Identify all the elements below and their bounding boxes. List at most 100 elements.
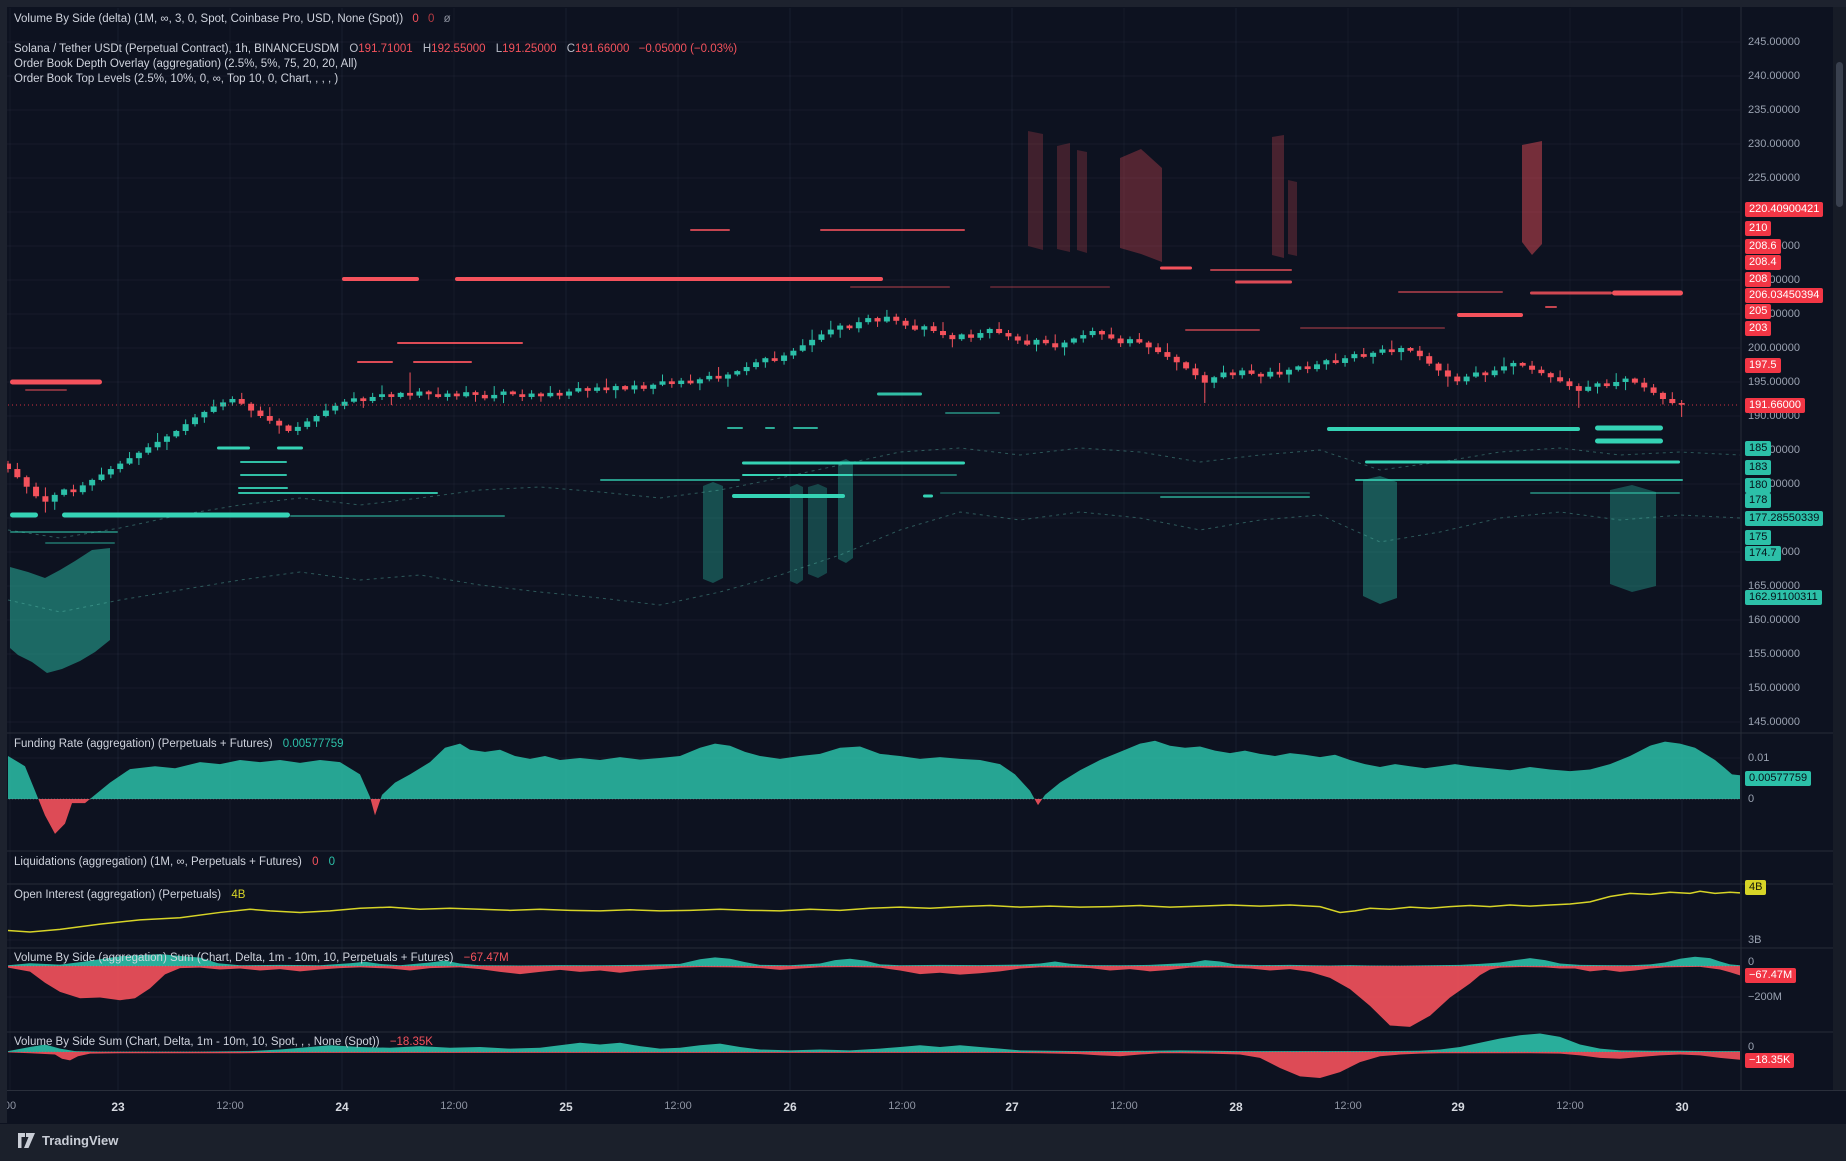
- tradingview-logo-text: TradingView: [42, 1133, 119, 1148]
- bid-level-line: [1365, 460, 1680, 464]
- candle-body: [1641, 382, 1648, 388]
- candle-body: [986, 328, 993, 334]
- candle-body: [463, 392, 470, 397]
- candle-body: [1566, 381, 1573, 387]
- time-axis-hour-label: 12:00: [664, 1100, 692, 1112]
- funding-axis-label: 0: [1748, 793, 1755, 805]
- candle-body: [1594, 383, 1601, 387]
- scrollbar-thumb[interactable]: [1836, 62, 1843, 207]
- bid-level-line: [732, 494, 845, 498]
- candle-body: [1239, 370, 1246, 376]
- candle-body: [98, 474, 105, 480]
- candle-body: [238, 399, 245, 404]
- candle-body: [1678, 403, 1685, 405]
- price-axis-scrollbar[interactable]: [1833, 7, 1846, 1090]
- candle-body: [1650, 387, 1657, 393]
- candle-body: [612, 386, 619, 391]
- candle-body: [1033, 339, 1040, 345]
- candle-body: [1070, 338, 1077, 343]
- ask-level-badge: 208.4: [1745, 255, 1781, 270]
- candle-body: [154, 441, 161, 448]
- time-axis-day-label: 23: [111, 1100, 125, 1114]
- time-axis-day-label: 26: [783, 1100, 797, 1114]
- time-axis[interactable]: 00 23 12:00 24 12:00 25 12:00 26 12:00 27 12:00 28 1…: [0, 1090, 1846, 1124]
- candle-body: [556, 392, 563, 396]
- candle-body: [753, 362, 759, 368]
- bid-depth-dashed-line: [7, 511, 1741, 613]
- ask-depth-wall: [1028, 131, 1043, 250]
- bid-level-line: [45, 542, 115, 544]
- bid-depth-wall: [808, 484, 827, 578]
- candle-body: [276, 420, 283, 426]
- bid-level-badge: 183: [1745, 460, 1772, 475]
- candle-body: [706, 375, 713, 380]
- candle-body: [631, 385, 638, 390]
- price-axis-label: 230.00000: [1748, 138, 1800, 150]
- price-axis-label: 225.00000: [1748, 172, 1800, 184]
- ask-level-line: [1545, 306, 1557, 308]
- chart-plot-area[interactable]: [0, 0, 1846, 1090]
- vbs-agg-sell-area: [8, 966, 1740, 1027]
- candle-body: [678, 380, 685, 385]
- vbs-agg-axis-label: 0: [1748, 956, 1755, 968]
- candle-body: [603, 387, 610, 391]
- candle-body: [126, 458, 133, 464]
- tradingview-logo[interactable]: TradingView: [18, 1133, 118, 1148]
- candle-body: [743, 367, 750, 372]
- ask-level-badge: 205: [1745, 304, 1772, 319]
- ask-level-line: [990, 286, 1110, 288]
- candle-body: [1575, 386, 1582, 391]
- candle-body: [734, 371, 741, 375]
- bid-depth-dashed-line: [7, 447, 1741, 539]
- candle-body: [1557, 377, 1564, 382]
- price-axis-label: 155.00000: [1748, 648, 1800, 660]
- candle-body: [1089, 331, 1096, 336]
- candle-body: [397, 392, 404, 397]
- candle-body: [893, 316, 900, 321]
- bid-level-line: [217, 446, 250, 450]
- time-axis-hour-label: 12:00: [216, 1100, 244, 1112]
- ask-level-line: [690, 229, 730, 231]
- candle-body: [1267, 371, 1274, 377]
- candle-body: [229, 399, 236, 403]
- candle-body: [827, 329, 834, 335]
- bid-level-line: [238, 487, 288, 489]
- tradingview-logo-icon: [18, 1133, 35, 1148]
- time-axis-hour-label: 12:00: [1110, 1100, 1138, 1112]
- bid-level-line: [10, 531, 118, 533]
- bid-depth-wall: [1363, 476, 1397, 604]
- ask-level-badge: 210: [1745, 221, 1772, 236]
- ask-level-line: [1612, 290, 1683, 296]
- bid-level-line: [742, 474, 853, 476]
- drawing-toolbar-collapsed[interactable]: [0, 0, 7, 1123]
- price-axis-label: 190.00000: [1748, 410, 1800, 422]
- candle-body: [23, 477, 30, 487]
- bid-level-line: [1595, 425, 1663, 431]
- bid-level-line: [62, 512, 290, 518]
- candle-body: [1229, 372, 1236, 376]
- price-axis[interactable]: 245.00000 240.00000 235.00000 230.00000 225.…: [1741, 0, 1832, 1090]
- candle-body: [1285, 369, 1292, 375]
- candle-body: [210, 406, 217, 412]
- ask-level-line: [10, 379, 102, 385]
- candle-body: [575, 388, 582, 392]
- candle-body: [566, 391, 572, 396]
- candle-body: [547, 392, 554, 397]
- ask-level-badge: 208.6: [1745, 239, 1781, 254]
- ask-level-badge: 220.40900421: [1745, 202, 1824, 217]
- candle-body: [781, 355, 788, 361]
- ask-level-badge: 208: [1745, 272, 1772, 287]
- candle-body: [1501, 366, 1507, 371]
- time-axis-hour-label: 12:00: [888, 1100, 916, 1112]
- candle-body: [1173, 356, 1180, 363]
- ask-level-line: [1457, 313, 1523, 317]
- candle-body: [622, 386, 629, 390]
- candle-body: [1416, 350, 1423, 357]
- ask-depth-wall: [1272, 135, 1284, 258]
- candle-body: [1304, 366, 1311, 370]
- funding-value-badge: 0.00577759: [1745, 771, 1812, 786]
- bid-level-line: [765, 427, 775, 429]
- candle-body: [1398, 348, 1405, 353]
- time-axis-day-label: 27: [1005, 1100, 1019, 1114]
- bid-level-badge: 180: [1745, 478, 1772, 493]
